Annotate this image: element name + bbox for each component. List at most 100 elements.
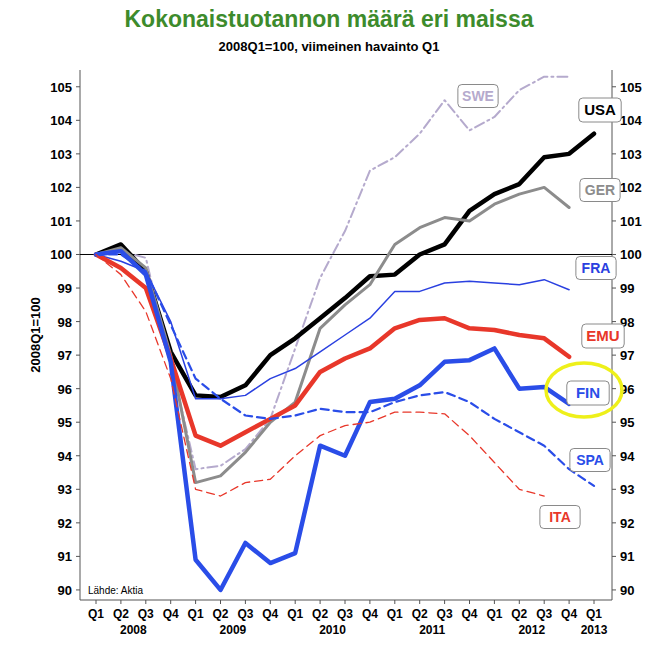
y-tick-label: 95 [58, 415, 72, 430]
y-tick [76, 355, 80, 356]
series-label: SPA [576, 452, 604, 468]
x-tick [369, 600, 370, 604]
x-tick-label: Q1 [586, 607, 602, 621]
x-year-label: 2012 [518, 623, 545, 637]
x-tick-label: Q3 [536, 607, 552, 621]
series-label: FIN [576, 384, 600, 401]
plot-area [80, 77, 612, 590]
y-tick-label: 101 [50, 214, 72, 229]
y-tick-label: 101 [620, 214, 642, 229]
x-tick [170, 600, 171, 604]
x-tick-label: Q1 [486, 607, 502, 621]
x-tick-label: Q3 [237, 607, 253, 621]
x-tick [145, 600, 146, 604]
series-label-box [540, 506, 580, 529]
y-tick-label: 90 [58, 583, 72, 598]
x-tick [320, 600, 321, 604]
series-label-box [570, 449, 610, 472]
y-tick [612, 288, 616, 289]
series-label: GER [585, 182, 615, 198]
y-tick-label: 97 [620, 348, 634, 363]
series-label-box [576, 257, 616, 280]
y-tick-label: 92 [620, 516, 634, 531]
y-tick [612, 321, 616, 322]
y-tick-label: 100 [50, 247, 72, 262]
y-tick [76, 388, 80, 389]
y-tick [612, 455, 616, 456]
y-tick [612, 388, 616, 389]
x-year-label: 2013 [581, 623, 608, 637]
x-tick [544, 600, 545, 604]
x-year-label: 2011 [419, 623, 445, 637]
subtitle: 2008Q1=100, viimeinen havainto Q1 [219, 39, 440, 54]
y-tick [76, 422, 80, 423]
x-year-label: 2009 [220, 623, 247, 637]
series-line [96, 254, 594, 485]
chart: Kokonaistuotannon määrä eri maissa2008Q1… [0, 0, 658, 650]
series-label: SWE [462, 88, 494, 104]
source: Lähde: Aktia [88, 585, 143, 596]
y-tick-label: 99 [58, 281, 72, 296]
y-tick-label: 91 [58, 549, 72, 564]
y-tick [76, 522, 80, 523]
y-tick-label: 103 [620, 147, 642, 162]
x-tick-label: Q2 [113, 607, 129, 621]
y-tick-label: 99 [620, 281, 634, 296]
series-line [96, 254, 544, 496]
series-label: FRA [582, 260, 611, 276]
x-tick [195, 600, 196, 604]
x-tick-label: Q3 [437, 607, 453, 621]
y-tick-label: 91 [620, 549, 634, 564]
y-tick-label: 94 [58, 449, 73, 464]
y-tick-label: 90 [620, 583, 634, 598]
title: Kokonaistuotannon määrä eri maissa [124, 6, 533, 32]
x-tick-label: Q1 [287, 607, 303, 621]
x-tick-label: Q2 [511, 607, 527, 621]
y-tick [612, 254, 616, 255]
y-tick [76, 589, 80, 590]
x-year-label: 2008 [120, 623, 147, 637]
x-tick-label: Q4 [461, 607, 477, 621]
y-tick [76, 556, 80, 557]
y-tick-label: 105 [620, 80, 642, 95]
x-tick [96, 600, 97, 604]
y-tick-label: 102 [50, 180, 72, 195]
highlight-circle [546, 363, 622, 417]
x-tick [220, 600, 221, 604]
y-tick [612, 522, 616, 523]
y-tick-label: 102 [620, 180, 642, 195]
y-tick [76, 153, 80, 154]
y-tick-label: 94 [620, 449, 635, 464]
y-tick [612, 153, 616, 154]
x-tick [444, 600, 445, 604]
x-axis [80, 600, 612, 601]
y-tick [612, 422, 616, 423]
y-tick [76, 455, 80, 456]
x-tick [270, 600, 271, 604]
y-tick-label: 95 [620, 415, 634, 430]
x-tick-label: Q2 [412, 607, 428, 621]
x-tick-label: Q3 [138, 607, 154, 621]
y-tick [76, 120, 80, 121]
x-tick-label: Q4 [262, 607, 278, 621]
y-tick [76, 288, 80, 289]
x-year-label: 2010 [319, 623, 346, 637]
x-tick-label: Q4 [561, 607, 577, 621]
x-tick-label: Q1 [188, 607, 204, 621]
series-line [96, 77, 569, 469]
y-tick [76, 86, 80, 87]
x-tick-label: Q3 [337, 607, 353, 621]
x-tick-label: Q1 [88, 607, 104, 621]
series-label: EMU [586, 327, 619, 344]
y-tick-label: 104 [50, 113, 72, 128]
series-label-box [567, 381, 609, 405]
x-tick [469, 600, 470, 604]
x-tick-label: Q2 [212, 607, 228, 621]
x-tick [519, 600, 520, 604]
series-line [96, 187, 569, 482]
x-tick [419, 600, 420, 604]
x-tick [245, 600, 246, 604]
x-tick-label: Q4 [362, 607, 378, 621]
y-tick [76, 321, 80, 322]
x-tick [394, 600, 395, 604]
